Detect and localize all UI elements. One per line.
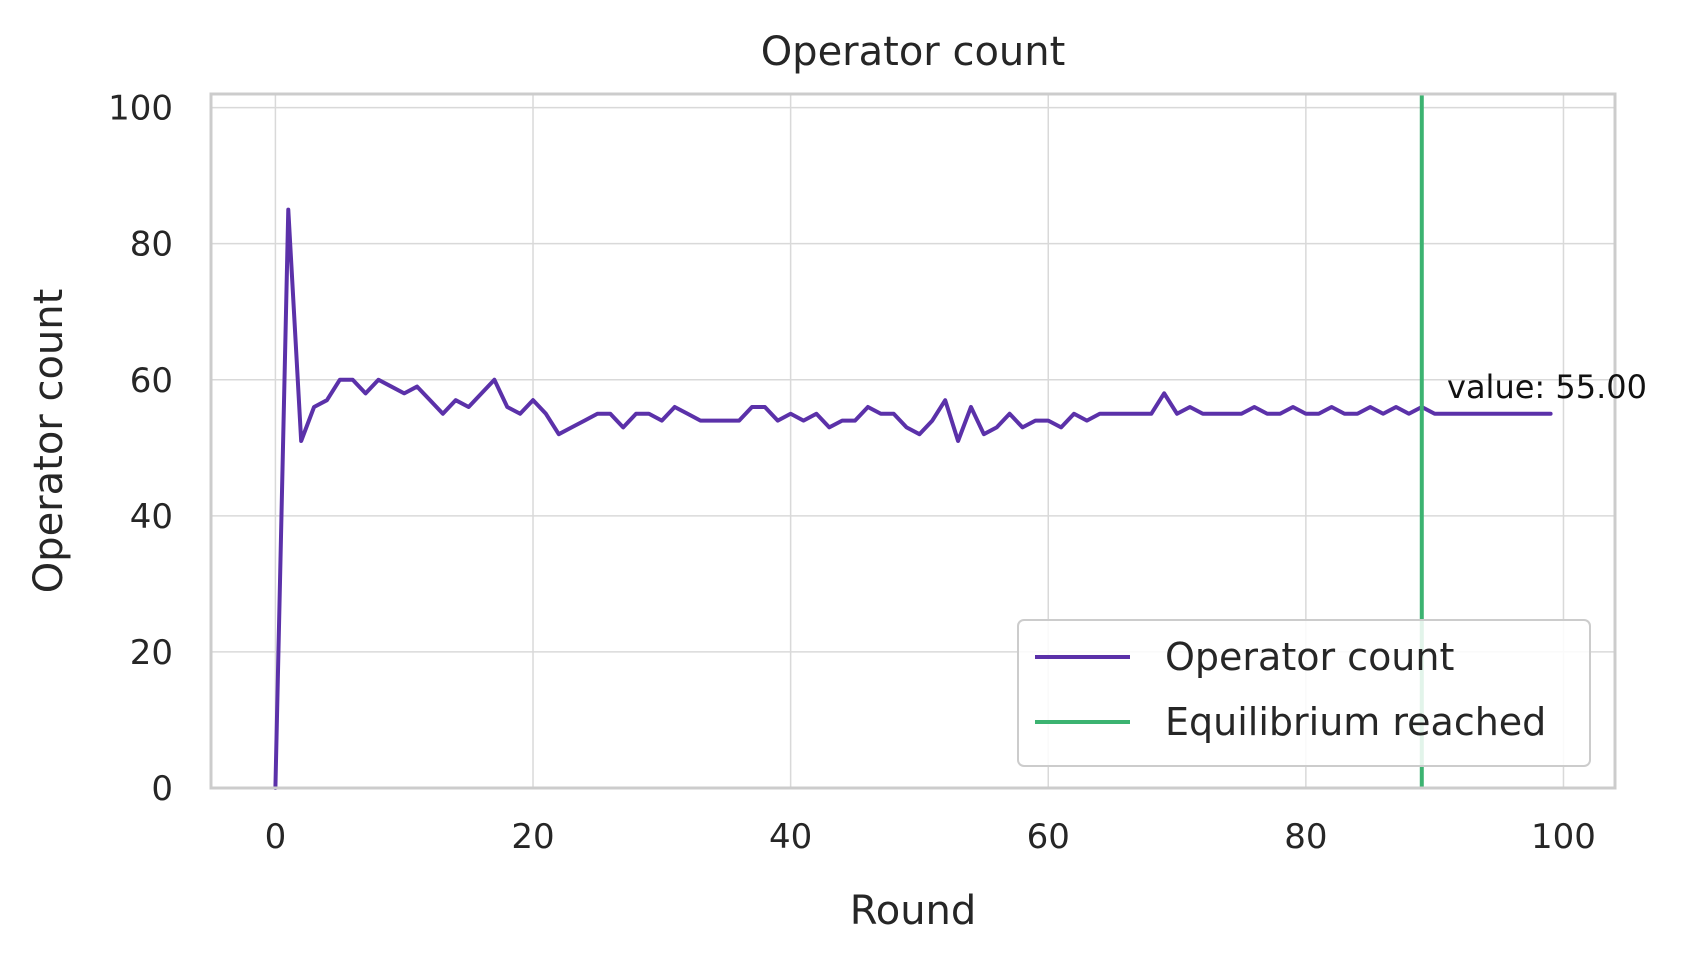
legend-label-operator-count: Operator count — [1165, 635, 1454, 679]
y-tick-label: 100 — [108, 89, 173, 129]
x-tick-label: 80 — [1284, 817, 1327, 857]
series-layer — [273, 207, 1553, 790]
x-axis-ticks: 0 20 40 60 80 100 — [265, 817, 1596, 857]
y-tick-label: 20 — [130, 633, 173, 673]
y-axis-ticks: 0 20 40 60 80 100 — [108, 89, 173, 809]
legend: Operator count Equilibrium reached — [1017, 619, 1591, 767]
y-axis-label: Operator count — [26, 289, 72, 594]
legend-box — [1017, 619, 1591, 767]
legend-label-equilibrium: Equilibrium reached — [1165, 700, 1546, 744]
y-tick-label: 60 — [130, 361, 173, 401]
plot-frame — [209, 92, 1617, 790]
y-tick-label: 40 — [130, 497, 173, 537]
x-tick-label: 0 — [265, 817, 287, 857]
chart-title: Operator count — [761, 29, 1066, 75]
x-tick-label: 100 — [1531, 817, 1596, 857]
y-tick-label: 80 — [130, 225, 173, 265]
x-tick-label: 20 — [511, 817, 554, 857]
x-tick-label: 60 — [1027, 817, 1070, 857]
y-tick-label: 0 — [151, 769, 173, 809]
annotation-layer: value: 55.00 — [1447, 368, 1647, 406]
x-axis-label: Round — [850, 888, 977, 934]
series-line-operator-count — [273, 207, 1553, 790]
x-tick-label: 40 — [769, 817, 812, 857]
value-annotation: value: 55.00 — [1447, 368, 1647, 406]
